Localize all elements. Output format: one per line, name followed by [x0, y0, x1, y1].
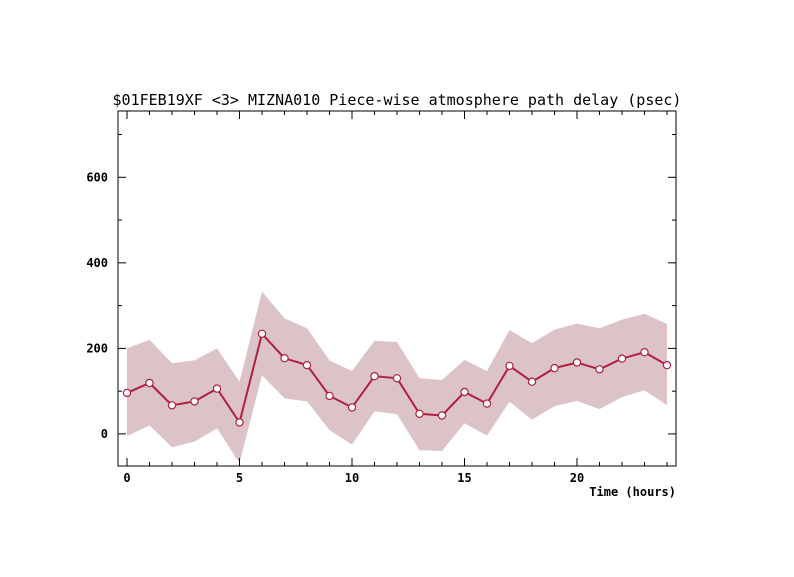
data-point: [235, 418, 244, 427]
data-point: [370, 372, 379, 381]
data-point: [280, 354, 289, 363]
data-point: [122, 388, 132, 398]
data-point: [662, 360, 672, 370]
data-point: [167, 401, 177, 410]
y-tick-label: 400: [86, 256, 108, 270]
data-point: [460, 387, 469, 397]
x-tick-label: 20: [570, 471, 584, 485]
data-point: [527, 377, 537, 386]
axis-ticks: [118, 111, 676, 466]
y-tick-label: 600: [86, 170, 108, 184]
x-tick-label: 0: [123, 471, 130, 485]
data-point: [392, 374, 402, 383]
data-point: [617, 354, 627, 363]
data-point: [640, 348, 649, 357]
data-point: [190, 397, 199, 406]
data-point: [257, 329, 267, 338]
x-axis-label: Time (hours): [589, 485, 676, 499]
data-point: [482, 399, 492, 408]
data-point: [325, 391, 334, 401]
series-point-layer: [122, 329, 672, 427]
data-point: [437, 411, 447, 420]
y-tick-label: 200: [86, 341, 108, 355]
data-point: [347, 403, 357, 412]
x-tick-label: 10: [345, 471, 359, 485]
data-point: [415, 409, 424, 418]
y-tick-label: 0: [101, 427, 108, 441]
data-point: [505, 361, 514, 371]
data-point: [550, 363, 559, 373]
x-tick-label: 5: [236, 471, 243, 485]
data-point: [302, 360, 312, 370]
data-point: [212, 384, 222, 393]
chart-title: $01FEB19XF <3> MIZNA010 Piece-wise atmos…: [113, 91, 682, 109]
data-point: [572, 358, 582, 367]
data-point: [145, 378, 154, 388]
data-point: [595, 365, 604, 374]
x-tick-label: 15: [457, 471, 471, 485]
